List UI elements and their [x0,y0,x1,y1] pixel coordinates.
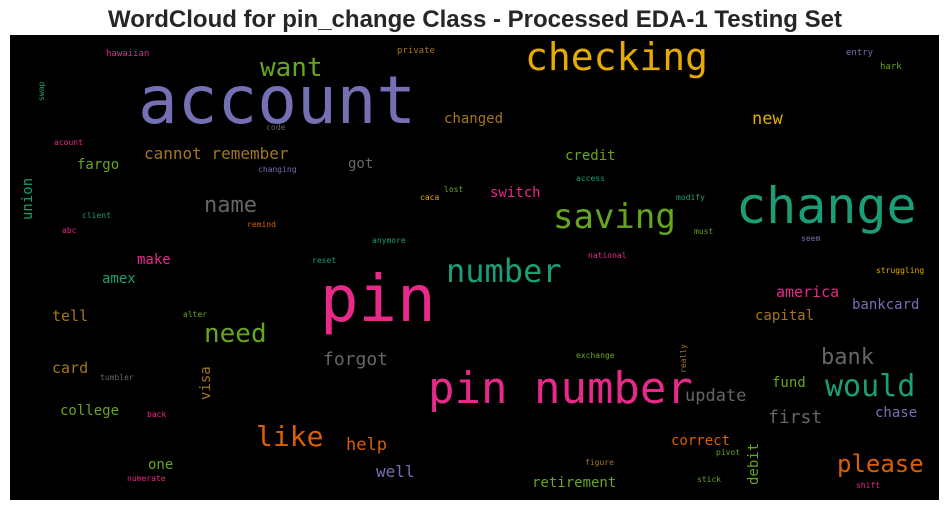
word-anymore: anymore [372,236,406,245]
word-pin: pin [320,263,436,337]
word-caca: caca [420,193,439,202]
wordcloud-svg: account pin change pin number checking saving… [20,35,924,491]
word-switch: switch [490,185,541,201]
word-remind: remind [247,220,276,229]
word-exchange: exchange [576,351,615,360]
word-stick: stick [697,475,721,484]
word-account: account [138,62,416,139]
word-reset: reset [312,256,336,265]
word-struggling: struggling [876,266,924,275]
word-college: college [60,403,119,419]
word-changed: changed [444,111,503,127]
word-figure: figure [585,458,614,467]
chart-title: WordCloud for pin_change Class - Process… [108,6,842,33]
word-retirement: retirement [532,475,616,491]
word-really: really [679,344,688,373]
word-saving: saving [553,197,676,237]
word-private: private [397,46,435,56]
word-chase: chase [875,405,917,421]
word-credit: credit [565,148,616,164]
word-make: make [137,252,171,268]
word-need: need [204,319,267,349]
word-debit: debit [746,443,762,485]
word-client: client [82,211,111,220]
word-like: like [256,420,323,453]
word-modify: modify [676,193,705,202]
word-want: want [260,53,323,83]
word-hark: hark [880,62,902,72]
word-bank: bank [821,345,874,370]
word-name: name [204,193,257,218]
word-help: help [346,435,387,455]
word-amex: amex [102,271,136,287]
word-well: well [376,462,415,481]
word-hawaiian: hawaiian [106,49,149,59]
word-card: card [52,359,88,377]
word-change: change [736,177,917,235]
word-first: first [768,407,822,428]
word-fargo: fargo [77,157,119,173]
word-alter: alter [183,310,207,319]
word-tell: tell [52,307,88,325]
word-got: got [348,156,373,172]
word-numerate: numerate [127,474,166,483]
word-forgot: forgot [323,349,388,370]
word-capital: capital [755,308,814,324]
word-union: union [20,178,36,220]
word-new: new [752,109,783,129]
word-abc: abc [62,226,77,235]
word-update: update [685,386,746,406]
word-entry: entry [846,48,874,58]
word-cannot-remember: cannot remember [144,144,289,163]
word-shift: shift [856,481,880,490]
word-changing: changing [258,165,297,174]
word-correct: correct [671,433,730,449]
word-one: one [148,457,173,473]
word-fund: fund [772,375,806,391]
word-back: back [147,410,166,419]
word-acount: acount [54,138,83,147]
word-seem: seem [801,234,820,243]
word-pin-number: pin number [428,363,693,414]
word-checking: checking [525,35,708,79]
word-bankcard: bankcard [852,297,919,313]
word-swap: swap [37,82,46,101]
word-pivot: pivot [716,448,740,457]
word-must: must [694,227,713,236]
word-america: america [776,283,839,301]
wordcloud-canvas: account pin change pin number checking saving… [10,35,939,500]
word-would: would [825,369,915,404]
word-national: national [588,251,627,260]
word-lost: lost [444,185,463,194]
word-tumbler: tumbler [100,373,134,382]
word-code: code [266,123,285,132]
word-access: access [576,174,605,183]
word-visa: visa [198,366,214,400]
word-please: please [837,450,924,478]
word-number: number [446,252,562,290]
